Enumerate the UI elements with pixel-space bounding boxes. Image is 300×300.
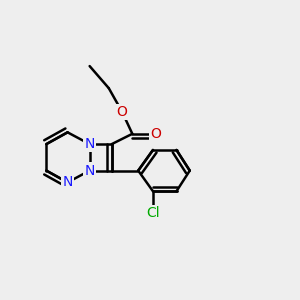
- Text: O: O: [151, 127, 161, 141]
- Text: N: N: [85, 164, 95, 178]
- Text: Cl: Cl: [146, 206, 160, 220]
- Text: N: N: [85, 164, 95, 178]
- Text: N: N: [85, 137, 95, 151]
- Text: O: O: [117, 105, 128, 119]
- Text: N: N: [62, 176, 73, 189]
